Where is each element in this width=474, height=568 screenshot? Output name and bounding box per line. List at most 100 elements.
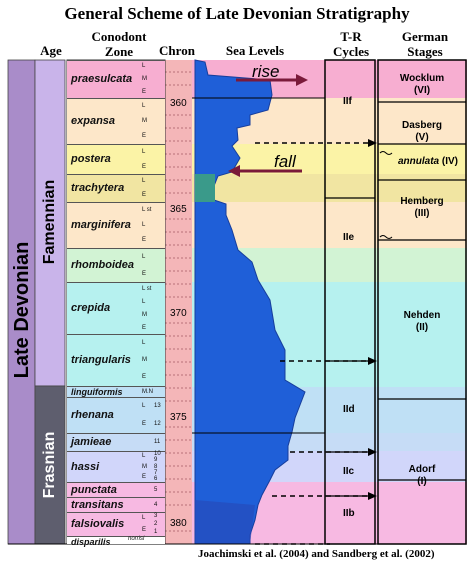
conodont-zone-row: expansa L M E xyxy=(67,98,165,144)
chron-tick-365: 365 xyxy=(170,204,187,215)
conodont-zone-name: disparilis xyxy=(71,537,111,547)
conodont-zone-name: marginifera xyxy=(71,219,131,231)
sub-zone-label: E xyxy=(142,133,147,140)
conodont-number-label: 8 xyxy=(154,463,158,470)
conodont-number-label: 4 xyxy=(154,501,158,508)
conodont-number-label: 10 xyxy=(154,451,161,458)
footer-citation: Joachimski et al. (2004) and Sandberg et… xyxy=(198,548,435,560)
conodont-zone-row: hassi L M E 10 9 8 7 6 xyxy=(67,451,165,482)
tr-cycle-IIf: IIf xyxy=(343,96,352,107)
famennian-column xyxy=(34,59,66,387)
sub-zone-label: M xyxy=(142,357,147,363)
stage-wocklum: Wocklum (VI) xyxy=(399,73,445,96)
conodont-number-label: 3 xyxy=(154,513,158,519)
conodont-zone-row: trachytera L E xyxy=(67,174,165,202)
conodont-zone-name: hassi xyxy=(71,460,100,473)
sub-zone-label: L st xyxy=(142,285,152,292)
conodont-zone-name: punctata xyxy=(71,483,117,496)
conodont-number-label: 13 xyxy=(154,403,161,409)
famennian-label: Famennian xyxy=(41,179,58,265)
conodont-zone-name: expansa xyxy=(71,115,116,127)
conodont-number-label: 7 xyxy=(154,469,158,476)
conodont-zone-row: jamieae 11 xyxy=(67,433,165,451)
german-stages-header: German Stages xyxy=(401,29,449,59)
tr-cycle-IIe: IIe xyxy=(343,232,355,243)
sea-level-curve xyxy=(194,59,306,545)
sub-zone-label: L xyxy=(142,453,146,460)
conodont-number-label: 6 xyxy=(154,475,158,482)
sub-zone-label: L xyxy=(142,253,146,260)
conodont-zone-name: linguiformis xyxy=(71,387,123,397)
sub-zone-label: L xyxy=(142,515,146,521)
sub-zone-label: E xyxy=(142,374,147,381)
sea-level-base xyxy=(195,500,255,544)
conodont-zone-row: triangularis L M E xyxy=(67,334,165,386)
conodont-number-label: 12 xyxy=(154,421,161,427)
tr-cycles-header: T-R Cycles xyxy=(332,29,370,59)
sub-zone-label: L xyxy=(142,222,146,228)
fall-label: fall xyxy=(274,152,296,171)
sub-zone-label: L st xyxy=(142,206,152,213)
chron-tick-375: 375 xyxy=(170,412,187,423)
sub-zone-label: E xyxy=(142,88,147,95)
conodont-number-label: 2 xyxy=(154,521,158,527)
conodont-zone-name: rhenana xyxy=(71,409,114,421)
sub-zone-label: E xyxy=(142,527,147,533)
conodont-zone-row: rhomboidea L E xyxy=(67,248,165,282)
stage-dasberg: Dasberg (V) xyxy=(401,120,442,143)
conodont-zone-row: praesulcata L M E xyxy=(67,60,165,98)
conodont-zone-name: transitans xyxy=(71,498,124,511)
tr-cycle-IId: IId xyxy=(343,404,355,415)
sea-levels-header: Sea Levels xyxy=(225,43,285,58)
conodont-number-label: 1 xyxy=(154,529,158,535)
tr-boundaries xyxy=(325,197,375,497)
sub-zone-label: L xyxy=(142,102,146,109)
sub-zone-label: L xyxy=(142,178,146,184)
sub-zone-label: E xyxy=(142,237,147,244)
fall-arrow xyxy=(228,165,302,177)
stage-hemberg: Hemberg (III) xyxy=(400,196,444,219)
conodont-zone-name: postera xyxy=(71,153,111,165)
chron-tick-370: 370 xyxy=(170,308,187,319)
conodont-zone-row: rhenana L E 13 12 xyxy=(67,397,165,433)
frasnian-column xyxy=(34,385,66,545)
stage-nehden: Nehden (II) xyxy=(403,310,441,333)
sub-zone-label: M xyxy=(142,311,147,318)
conodont-zone-row: falsiovalis L E 3 2 1 xyxy=(67,512,165,536)
conodont-zone-row: punctata 5 xyxy=(67,482,165,497)
conodont-zone-name: crepida xyxy=(71,302,111,314)
conodont-zone-name: triangularis xyxy=(71,354,131,366)
stage-boundaries xyxy=(378,101,466,481)
conodont-number-label: 11 xyxy=(154,439,161,445)
conodont-zone-row: marginifera L st L E xyxy=(67,202,165,248)
frasnian-label: Frasnian xyxy=(41,431,58,499)
conodont-zone-row: postera L E xyxy=(67,144,165,174)
sub-zone-label: L xyxy=(142,148,146,155)
conodont-number-label: 5 xyxy=(154,486,158,493)
sub-zone-label: E xyxy=(142,270,147,277)
sub-zone-label: E xyxy=(142,473,147,480)
conodont-zone-row: crepida L st L M E xyxy=(67,282,165,334)
sub-zone-label: M.N xyxy=(142,388,153,395)
sub-zone-label: M xyxy=(142,463,147,470)
conodont-zone-name: trachytera xyxy=(71,182,125,194)
epoch-column xyxy=(7,59,36,545)
chron-tick-360: 360 xyxy=(170,98,187,109)
sub-zone-label: E xyxy=(142,163,147,170)
sub-zone-label: E xyxy=(142,421,147,427)
rise-arrow xyxy=(236,74,308,86)
stage-adorf: Adorf (I) xyxy=(408,464,436,487)
sub-zone-label: L xyxy=(142,63,146,70)
sub-zone-label: M xyxy=(142,76,147,82)
tr-cycle-IIb: IIb xyxy=(343,508,355,519)
stage-annulata: annulata (IV) xyxy=(397,156,458,167)
page-title: General Scheme of Late Devonian Stratigr… xyxy=(64,4,410,23)
conodont-zone-row: disparilis xyxy=(67,536,165,547)
chron-header: Chron xyxy=(159,43,195,58)
conodont-zone-name: jamieae xyxy=(71,436,112,448)
conodont-number-label: 9 xyxy=(154,457,158,464)
conodont-zone-header: Conodont Zone xyxy=(91,29,147,59)
conodont-zone-name: praesulcata xyxy=(71,73,133,85)
sub-zone-label: L xyxy=(142,298,146,305)
tilde-marks xyxy=(379,151,393,239)
